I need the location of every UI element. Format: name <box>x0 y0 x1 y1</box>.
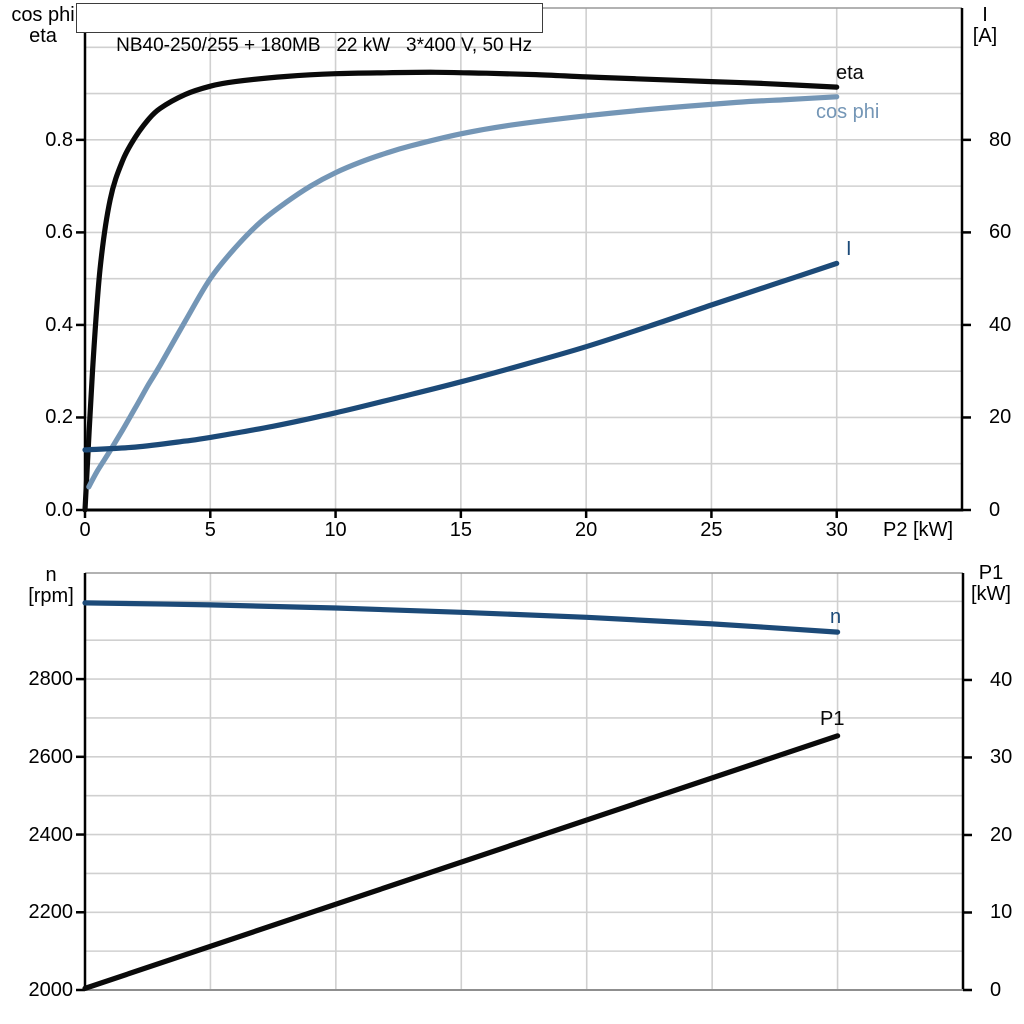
top-curve-eta <box>82 69 840 513</box>
bottom-chart-borders <box>83 572 965 991</box>
top-curve-cos-phi <box>86 94 840 490</box>
top-curve-I <box>82 260 840 453</box>
top-chart-curves <box>82 69 840 513</box>
top-chart-gridlines <box>85 8 962 510</box>
bottom-chart-curves <box>82 600 841 991</box>
bottom-chart-ticks <box>76 677 972 992</box>
bottom-curve-P1 <box>82 733 841 991</box>
bottom-curve-n <box>82 600 841 635</box>
bottom-chart-gridlines <box>85 573 963 990</box>
